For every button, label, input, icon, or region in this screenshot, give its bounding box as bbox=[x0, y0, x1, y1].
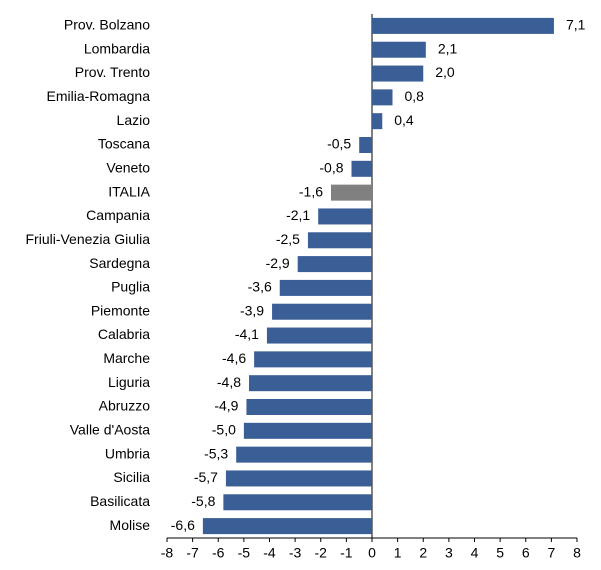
bar bbox=[372, 17, 554, 34]
x-tick-label: -1 bbox=[340, 545, 353, 561]
bar bbox=[236, 446, 372, 463]
y-tick-label: Lazio bbox=[117, 112, 151, 128]
y-tick-label: Puglia bbox=[111, 279, 150, 295]
y-tick-label: Sardegna bbox=[89, 255, 150, 271]
x-tick-label: 8 bbox=[573, 545, 581, 561]
bar bbox=[297, 256, 372, 273]
value-label: -6,6 bbox=[171, 517, 195, 533]
value-label: 2,1 bbox=[438, 40, 458, 56]
bar bbox=[359, 137, 372, 153]
value-label: 0,4 bbox=[394, 112, 414, 128]
x-tick-label: 2 bbox=[419, 545, 427, 561]
y-tick-label: Liguria bbox=[108, 374, 150, 390]
x-tick-label: 6 bbox=[522, 545, 530, 561]
bar bbox=[272, 303, 372, 320]
x-tick-label: -4 bbox=[263, 545, 276, 561]
y-tick-label: Prov. Bolzano bbox=[64, 17, 150, 33]
y-tick-label: Calabria bbox=[98, 326, 150, 342]
x-tick-label: -5 bbox=[238, 545, 251, 561]
x-tick-label: -3 bbox=[289, 545, 302, 561]
x-tick-label: -6 bbox=[212, 545, 225, 561]
bar bbox=[243, 422, 372, 439]
bar bbox=[307, 232, 372, 249]
bar bbox=[266, 327, 372, 344]
value-label: -5,3 bbox=[204, 445, 228, 461]
y-tick-label: Prov. Trento bbox=[75, 64, 150, 80]
y-tick-label: Emilia-Romagna bbox=[47, 88, 151, 104]
x-tick-label: 4 bbox=[471, 545, 479, 561]
bar bbox=[279, 279, 372, 296]
bar bbox=[351, 160, 372, 177]
value-label: -3,6 bbox=[248, 279, 272, 295]
value-label: -0,5 bbox=[327, 136, 351, 152]
value-label: -4,9 bbox=[214, 398, 238, 414]
x-tick-label: 7 bbox=[547, 545, 555, 561]
y-tick-label: Valle d'Aosta bbox=[70, 422, 150, 438]
value-label: 2,0 bbox=[435, 64, 455, 80]
bar bbox=[254, 351, 372, 368]
bar bbox=[223, 494, 372, 511]
value-label: -2,5 bbox=[276, 231, 300, 247]
bar bbox=[225, 470, 372, 487]
bar bbox=[372, 65, 424, 82]
value-label: -4,8 bbox=[217, 374, 241, 390]
y-tick-label: Abruzzo bbox=[99, 398, 151, 414]
value-label: -4,1 bbox=[235, 326, 259, 342]
value-label: 7,1 bbox=[566, 17, 586, 33]
x-tick-label: 3 bbox=[445, 545, 453, 561]
x-tick-label: -8 bbox=[161, 545, 174, 561]
x-tick-label: 0 bbox=[368, 545, 376, 561]
x-tick-label: 1 bbox=[394, 545, 402, 561]
bar bbox=[372, 89, 393, 106]
value-label: -3,9 bbox=[240, 302, 264, 318]
y-tick-label: Basilicata bbox=[90, 493, 150, 509]
y-tick-label: Campania bbox=[86, 207, 150, 223]
value-label: -1,6 bbox=[299, 183, 323, 199]
x-tick-label: 5 bbox=[496, 545, 504, 561]
bar bbox=[372, 41, 426, 58]
bar bbox=[202, 518, 372, 535]
y-tick-label: Veneto bbox=[106, 160, 150, 176]
y-tick-label: Sicilia bbox=[113, 469, 150, 485]
y-tick-label: Umbria bbox=[105, 445, 150, 461]
y-tick-label: Marche bbox=[103, 350, 150, 366]
bar bbox=[249, 375, 372, 392]
y-tick-label: Molise bbox=[110, 517, 151, 533]
y-tick-label: Toscana bbox=[98, 136, 150, 152]
y-tick-label: Piemonte bbox=[91, 302, 150, 318]
x-tick-label: -2 bbox=[315, 545, 328, 561]
y-tick-label: Lombardia bbox=[84, 40, 150, 56]
bar bbox=[246, 399, 372, 415]
value-label: -4,6 bbox=[222, 350, 246, 366]
y-tick-label: ITALIA bbox=[108, 183, 150, 199]
y-tick-label: Friuli-Venezia Giulia bbox=[26, 231, 151, 247]
value-label: -0,8 bbox=[319, 160, 343, 176]
value-label: -5,8 bbox=[191, 493, 215, 509]
x-tick-label: -7 bbox=[186, 545, 199, 561]
value-label: -5,7 bbox=[194, 469, 218, 485]
bar bbox=[318, 208, 372, 225]
value-label: -2,1 bbox=[286, 207, 310, 223]
bar bbox=[372, 113, 383, 130]
value-label: 0,8 bbox=[405, 88, 425, 104]
value-label: -5,0 bbox=[212, 422, 236, 438]
bar bbox=[331, 184, 372, 201]
value-label: -2,9 bbox=[266, 255, 290, 271]
